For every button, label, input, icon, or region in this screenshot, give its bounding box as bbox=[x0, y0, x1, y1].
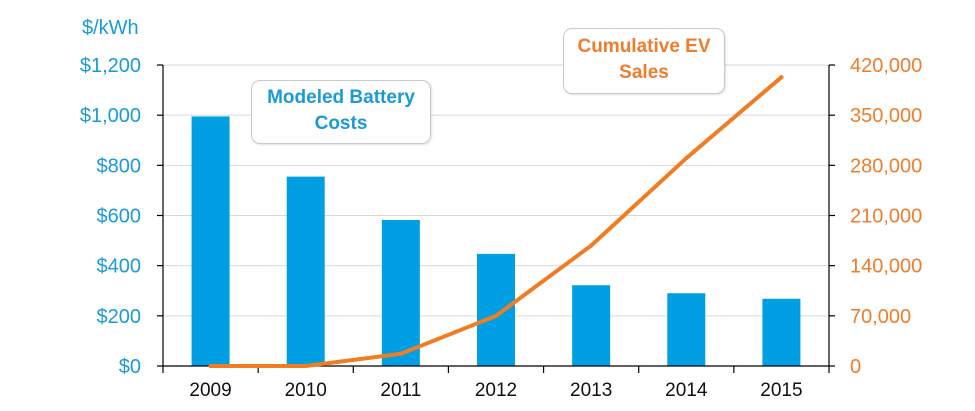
y-left-tick-label: $400 bbox=[97, 256, 142, 278]
ev-sales-point-2011 bbox=[398, 351, 403, 356]
y-right-tick-label: 350,000 bbox=[850, 105, 922, 127]
annotation-ev-sales: Cumulative EV Sales bbox=[563, 28, 725, 94]
ev-sales-point-2012 bbox=[494, 313, 498, 318]
x-tick-label: 2009 bbox=[189, 380, 231, 401]
y-left-tick-label: $200 bbox=[97, 306, 142, 328]
tick-labels: $0 $200 $400 $600 $800 $1,000 $1,200 0 70,000 140… bbox=[80, 55, 922, 401]
annotation-battery-line-1: Modeled Battery bbox=[267, 87, 415, 108]
x-tick-label: 2012 bbox=[475, 380, 517, 401]
x-tick-label: 2014 bbox=[665, 380, 708, 401]
bar-2011 bbox=[381, 220, 420, 366]
bar-2013 bbox=[572, 285, 611, 366]
y-left-tick-label: $0 bbox=[119, 356, 141, 378]
bar-2010 bbox=[286, 176, 325, 366]
bar-series-battery-costs bbox=[191, 116, 801, 366]
x-tick-label: 2015 bbox=[760, 380, 802, 401]
y-right-tick-label: 210,000 bbox=[850, 206, 922, 228]
annotation-ev-line-1: Cumulative EV bbox=[577, 36, 711, 57]
y-left-tick-label: $600 bbox=[97, 206, 142, 228]
ev-sales-point-2015 bbox=[779, 75, 784, 80]
bar-2015 bbox=[762, 298, 801, 366]
x-tick-label: 2010 bbox=[285, 380, 327, 401]
bar-2014 bbox=[667, 293, 706, 366]
y-right-tick-label: 70,000 bbox=[850, 306, 911, 328]
ev-sales-point-2009 bbox=[208, 364, 213, 368]
x-tick-label: 2013 bbox=[570, 380, 612, 401]
line-series-ev-sales bbox=[208, 75, 784, 368]
annotation-battery-line-2: Costs bbox=[314, 113, 368, 134]
annotation-battery-costs: Modeled Battery Costs bbox=[251, 80, 431, 144]
ev-sales-point-2010 bbox=[303, 364, 308, 368]
y-right-tick-label: 420,000 bbox=[850, 55, 922, 77]
ev-sales-point-2014 bbox=[684, 156, 689, 161]
y-left-tick-label: $800 bbox=[97, 155, 142, 177]
bar-2009 bbox=[191, 116, 230, 366]
y-right-tick-label: 140,000 bbox=[850, 256, 922, 278]
y-left-tick-label: $1,200 bbox=[80, 55, 141, 77]
y-left-unit-label: $/kWh bbox=[82, 17, 139, 39]
y-left-tick-label: $1,000 bbox=[80, 105, 141, 127]
ev-sales-point-2013 bbox=[589, 243, 594, 248]
y-right-tick-label: 0 bbox=[850, 356, 861, 378]
annotation-ev-line-2: Sales bbox=[619, 62, 669, 83]
y-right-tick-label: 280,000 bbox=[850, 155, 922, 177]
x-tick-label: 2011 bbox=[380, 380, 421, 401]
bar-2012 bbox=[477, 253, 515, 366]
